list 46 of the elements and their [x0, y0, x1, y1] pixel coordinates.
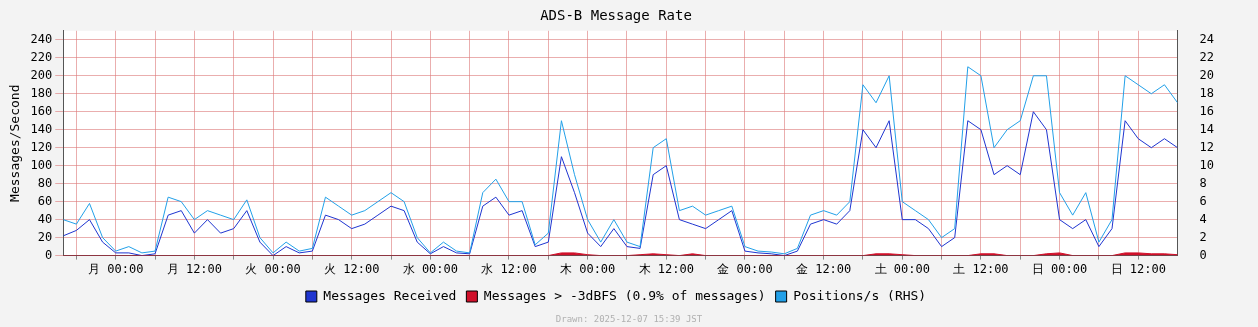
y2-tick-label: 24 [1199, 31, 1214, 46]
y-tick-label: 200 [30, 67, 53, 82]
y2-tick-label: 16 [1199, 103, 1214, 118]
x-tick-label: 水 00:00 [402, 261, 459, 276]
y-tick-label: 220 [30, 49, 53, 64]
x-tick-label: 木 00:00 [559, 261, 616, 276]
x-tick-label: 水 12:00 [481, 261, 537, 276]
y-tick-label: 40 [37, 211, 53, 226]
text: Drawn: 2025-12-07 15:39 JST [555, 313, 703, 324]
y-tick-label: 140 [30, 121, 53, 136]
x-tick-label: 月 00:00 [88, 261, 144, 276]
x-tick-label: 木 12:00 [638, 261, 694, 276]
legend-label: Positions/s (RHS) [793, 287, 927, 303]
y-tick-label: 0 [45, 247, 53, 262]
y2-tick-label: 12 [1199, 139, 1214, 154]
x-tick-label: 土 00:00 [874, 261, 930, 276]
x-tick-label: 日 12:00 [1110, 261, 1166, 276]
y2-tick-label: 4 [1199, 211, 1207, 226]
y-tick-label: 100 [30, 157, 53, 172]
y2-tick-label: 10 [1199, 157, 1214, 172]
legend-label: Messages > -3dBFS (0.9% of messages) [483, 287, 766, 303]
legend-label: Messages Received [323, 287, 457, 303]
x-tick-label: 火 12:00 [324, 261, 380, 276]
y2-tick-label: 18 [1199, 85, 1214, 100]
y-axis-title: Messages/Second [7, 84, 23, 202]
x-tick-label: 金 12:00 [795, 261, 852, 276]
y-tick-label: 240 [30, 31, 53, 46]
x-tick-label: 日 00:00 [1031, 261, 1088, 276]
y2-tick-label: 22 [1199, 49, 1214, 64]
y-tick-label: 60 [37, 193, 53, 208]
x-tick-label: 火 00:00 [245, 261, 301, 276]
y-tick-label: 120 [30, 139, 53, 154]
y2-tick-label: 0 [1199, 247, 1207, 262]
y2-tick-label: 2 [1199, 229, 1207, 244]
y2-tick-label: 20 [1199, 67, 1214, 82]
x-tick-label: 金 00:00 [717, 261, 773, 276]
y-tick-label: 180 [30, 85, 53, 100]
y2-tick-label: 8 [1199, 175, 1207, 190]
y-tick-label: 20 [37, 229, 53, 244]
y2-tick-label: 6 [1199, 193, 1207, 208]
y-tick-label: 80 [37, 175, 53, 190]
x-tick-label: 土 12:00 [953, 261, 1009, 276]
x-tick-label: 月 12:00 [166, 261, 223, 276]
y-tick-label: 160 [30, 103, 53, 118]
chart-title: ADS-B Message Rate [540, 7, 692, 24]
y2-tick-label: 14 [1199, 121, 1214, 136]
